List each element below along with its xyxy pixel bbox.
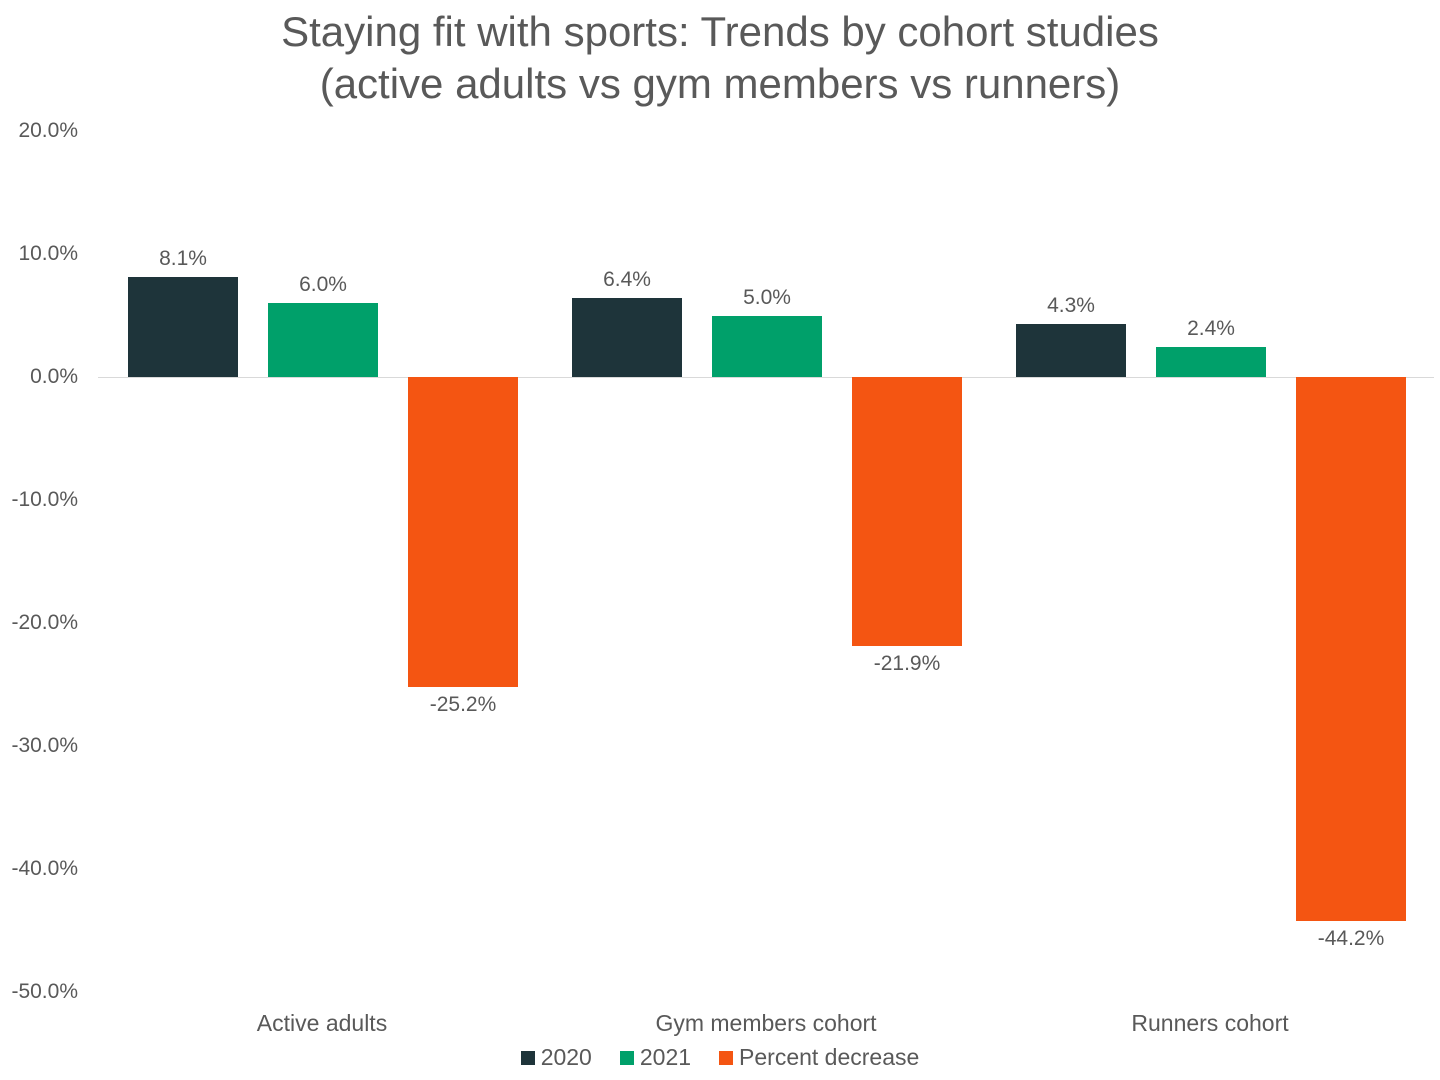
data-label: -25.2% [429, 692, 497, 716]
legend-item-2021: 2021 [619, 1044, 692, 1071]
data-label: 4.3% [1047, 294, 1095, 318]
data-label: -44.2% [1317, 926, 1385, 950]
y-tick: 0.0% [30, 365, 78, 388]
bar [1016, 324, 1126, 377]
bar [1296, 377, 1406, 921]
bar [712, 315, 822, 377]
bar [408, 377, 518, 687]
zero-baseline [98, 377, 1434, 378]
y-tick: -10.0% [11, 488, 78, 511]
data-label: 5.0% [743, 285, 791, 309]
chart-title: Staying fit with sports: Trends by cohor… [0, 6, 1440, 110]
legend-item-2020: 2020 [520, 1044, 592, 1071]
bar [852, 377, 962, 647]
bar [1156, 347, 1266, 377]
y-tick: -40.0% [11, 857, 78, 880]
category-label: Active adults [256, 1010, 388, 1036]
data-label: 8.1% [159, 247, 207, 271]
legend-label: 2021 [639, 1044, 692, 1070]
y-tick: -50.0% [11, 980, 78, 1003]
legend-swatch-icon [719, 1050, 734, 1065]
legend-label: 2020 [540, 1044, 592, 1070]
bar [268, 303, 378, 377]
data-label: 2.4% [1187, 317, 1235, 341]
y-tick: -30.0% [11, 734, 78, 757]
category-label: Runners cohort [1131, 1010, 1289, 1036]
data-label: 6.4% [603, 268, 651, 292]
category-label: Gym members cohort [655, 1010, 877, 1036]
chart-title-line-1: Staying fit with sports: Trends by cohor… [281, 8, 1159, 55]
legend-swatch-icon [619, 1050, 634, 1065]
legend-item-percent-decrease: Percent decrease [719, 1044, 919, 1071]
y-tick: 20.0% [18, 119, 78, 142]
y-tick: -20.0% [11, 611, 78, 634]
legend: 2020 2021 Percent decrease [0, 1044, 1440, 1071]
y-tick: 10.0% [18, 242, 78, 265]
chart-title-line-2: (active adults vs gym members vs runners… [319, 60, 1121, 107]
data-label: 6.0% [299, 273, 347, 297]
legend-swatch-icon [520, 1050, 535, 1065]
legend-label: Percent decrease [739, 1044, 920, 1070]
data-label: -21.9% [873, 652, 941, 676]
bar [572, 298, 682, 377]
bar [128, 277, 238, 377]
